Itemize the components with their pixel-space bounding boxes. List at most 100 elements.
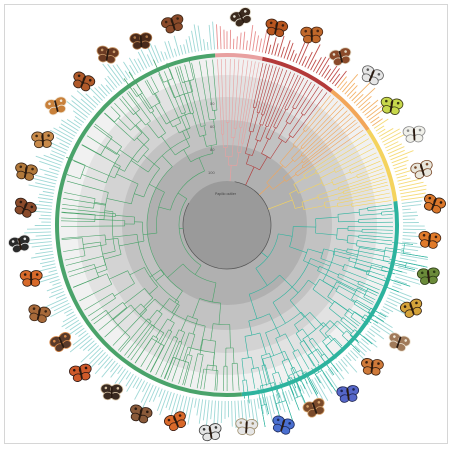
tip-bar xyxy=(256,398,260,409)
tree-branch xyxy=(83,255,104,262)
tip-bar xyxy=(389,291,411,301)
tree-branch xyxy=(365,304,371,309)
tree-branch xyxy=(105,238,118,241)
tip-bar xyxy=(287,389,293,402)
tree-branch xyxy=(176,114,182,124)
butterfly-bottom-3 xyxy=(198,423,222,442)
tip-bar xyxy=(35,250,54,255)
tree-branch xyxy=(351,152,377,165)
tree-branch xyxy=(230,123,233,138)
tip-bar xyxy=(67,325,83,336)
tree-branch xyxy=(196,370,201,389)
tree-branch xyxy=(205,60,212,99)
tree-branch xyxy=(292,98,298,108)
tip-bar xyxy=(384,303,407,316)
tree-branch xyxy=(156,192,165,234)
tip-bar xyxy=(399,257,417,262)
tree-branch xyxy=(307,248,323,254)
tree-branch xyxy=(323,248,335,252)
tree-branch xyxy=(319,330,327,339)
butterfly-bottom-6 xyxy=(100,383,124,401)
tip-bar xyxy=(102,63,120,86)
tree-branch xyxy=(265,311,302,333)
tree-branch xyxy=(357,283,367,289)
tip-bar xyxy=(117,366,124,375)
tree-branch xyxy=(331,179,334,186)
tip-bar xyxy=(66,100,88,118)
butterfly-bottom-1 xyxy=(272,415,295,435)
tip-bar xyxy=(292,53,297,63)
tree-branch xyxy=(319,178,324,186)
tree-branch xyxy=(140,94,151,109)
tree-branch xyxy=(337,211,360,215)
tree-branch xyxy=(167,80,175,98)
tree-branch xyxy=(342,269,357,276)
clade-arc-clade-pink xyxy=(215,53,263,61)
scale-labels: 50 60 80 100 Papilio outlier xyxy=(208,101,237,196)
tree-branch xyxy=(179,65,190,97)
tip-bar xyxy=(305,382,313,395)
tip-bar xyxy=(114,368,126,384)
tip-bar xyxy=(337,76,347,89)
tip-bar xyxy=(32,177,56,185)
tip-bar xyxy=(360,101,371,111)
tree-branch xyxy=(294,154,302,162)
tree-branch xyxy=(248,107,255,132)
tree-branch xyxy=(212,352,215,371)
tip-bar xyxy=(351,81,371,102)
tip-bar xyxy=(304,51,313,68)
tip-bar xyxy=(231,400,233,427)
tip-bar xyxy=(158,388,163,398)
tip-bar xyxy=(365,333,377,343)
tree-branch xyxy=(367,206,378,208)
tip-bar xyxy=(340,358,348,367)
tree-branch xyxy=(199,339,204,355)
tree-branch xyxy=(315,232,337,236)
tree-branch xyxy=(148,309,158,320)
tip-bar xyxy=(179,44,184,55)
butterfly-top-right-4 xyxy=(361,65,384,86)
tip-bar xyxy=(347,352,357,362)
tree-branch xyxy=(289,226,294,247)
tree-branch xyxy=(214,381,216,391)
tree-branch xyxy=(252,112,259,133)
tree-branch xyxy=(314,110,348,142)
tree-branch xyxy=(266,165,284,183)
tree-branch xyxy=(178,378,181,384)
butterfly-right-white xyxy=(402,125,426,143)
tree-branch xyxy=(322,334,330,342)
tree-branch xyxy=(86,135,107,149)
tree-branch xyxy=(303,114,316,130)
tip-bar xyxy=(185,396,191,416)
tip-bar xyxy=(100,84,110,95)
tree-branch xyxy=(371,156,379,161)
tree-branch xyxy=(203,135,207,147)
tree-branch xyxy=(255,268,268,286)
tip-bar xyxy=(85,93,99,106)
tip-bar xyxy=(402,215,418,217)
tree-branch xyxy=(324,333,332,341)
tip-bar xyxy=(35,234,52,237)
tip-bar xyxy=(167,40,174,58)
tip-bar xyxy=(271,37,277,55)
tree-branch xyxy=(355,178,387,189)
tree-branch xyxy=(82,237,86,256)
tip-bar xyxy=(55,294,66,299)
tip-bar xyxy=(385,141,399,149)
tip-bar xyxy=(173,35,181,56)
tip-bar xyxy=(240,400,244,422)
tree-branch xyxy=(200,105,206,126)
tree-branch xyxy=(245,166,255,186)
tip-bar xyxy=(293,387,299,397)
tip-bar xyxy=(311,379,323,400)
tree-branch xyxy=(296,133,309,148)
tree-branch xyxy=(337,276,357,287)
tree-branch xyxy=(308,81,312,88)
tree-branch xyxy=(122,302,128,308)
tip-bar xyxy=(61,316,78,328)
tree-branch xyxy=(84,300,101,311)
tree-branch xyxy=(284,101,289,109)
tip-bars-ring xyxy=(24,21,430,429)
tree-branch xyxy=(96,203,106,206)
tree-branch xyxy=(316,116,353,149)
